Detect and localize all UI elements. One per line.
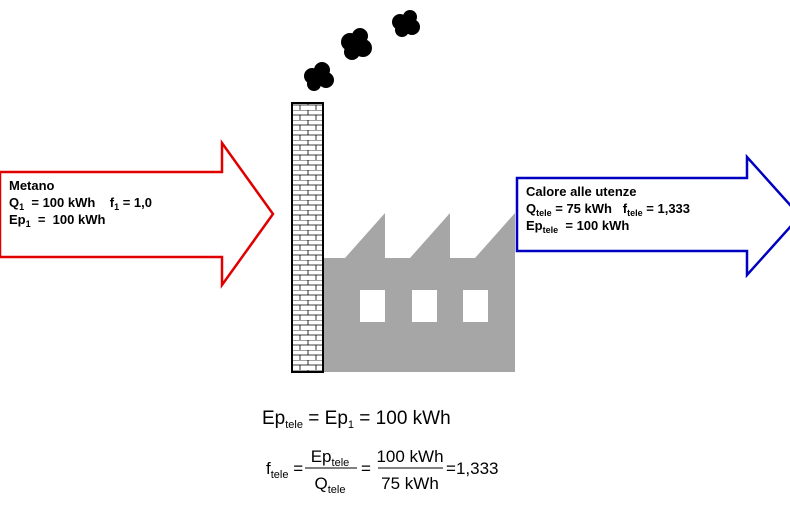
text-part: 1,333 [456,459,499,478]
arrow-line: Eptele = 100 kWh [526,218,629,235]
text-part: = Ep [303,408,348,429]
window [360,290,385,322]
arrow-title: Metano [9,178,55,193]
text-part: Q [526,201,536,216]
fraction-numerator: 100 kWh [376,447,443,466]
formula-lhs: ftele = [266,459,303,481]
fraction-denominator: Qtele [315,474,346,496]
arrow-title: Calore alle utenze [526,184,637,199]
formula-result: =1,333 [446,459,498,478]
output-arrow [517,157,790,275]
text-part: tele [627,208,643,218]
window [412,290,437,322]
text-part: tele [271,469,289,481]
text-part: = 75 kWh f [552,201,628,216]
text-part: tele [543,225,559,235]
text-part: tele [536,208,552,218]
text-part: tele [328,484,346,496]
text-part: tele [285,419,303,431]
text-part: = [446,459,456,478]
text-part: = 1,0 [119,195,152,210]
text-part: Q [315,474,328,493]
window [463,290,488,322]
fraction-denominator: 75 kWh [381,474,439,493]
text-part: = 100 kWh [31,212,106,227]
text-part: Q [9,195,19,210]
smoke [304,10,420,91]
text-part: = 100 kWh [558,218,629,233]
text-part: Ep [262,408,285,429]
arrow-line: Ep1 = 100 kWh [9,212,105,229]
text-part: Ep [311,447,332,466]
text-part: = 100 kWh f [24,195,115,210]
text-part: Ep [9,212,26,227]
page: {"left_arrow": {"title": "Metano", "line… [0,0,790,517]
text-part: Ep [526,218,543,233]
text-part: tele [332,457,350,469]
diagram: Metano Q1 = 100 kWh f1 = 1,0 Ep1 = 100 k… [0,0,790,517]
fraction-numerator: Eptele [311,447,350,469]
equals: = [361,459,371,478]
text-part: = [288,459,303,478]
text-part: = 1,333 [643,201,690,216]
text-part: = 100 kWh [354,408,451,429]
chimney [292,103,323,372]
formula: Eptele = Ep1 = 100 kWh [262,408,451,431]
arrow-line: Q1 = 100 kWh f1 = 1,0 [9,195,152,212]
